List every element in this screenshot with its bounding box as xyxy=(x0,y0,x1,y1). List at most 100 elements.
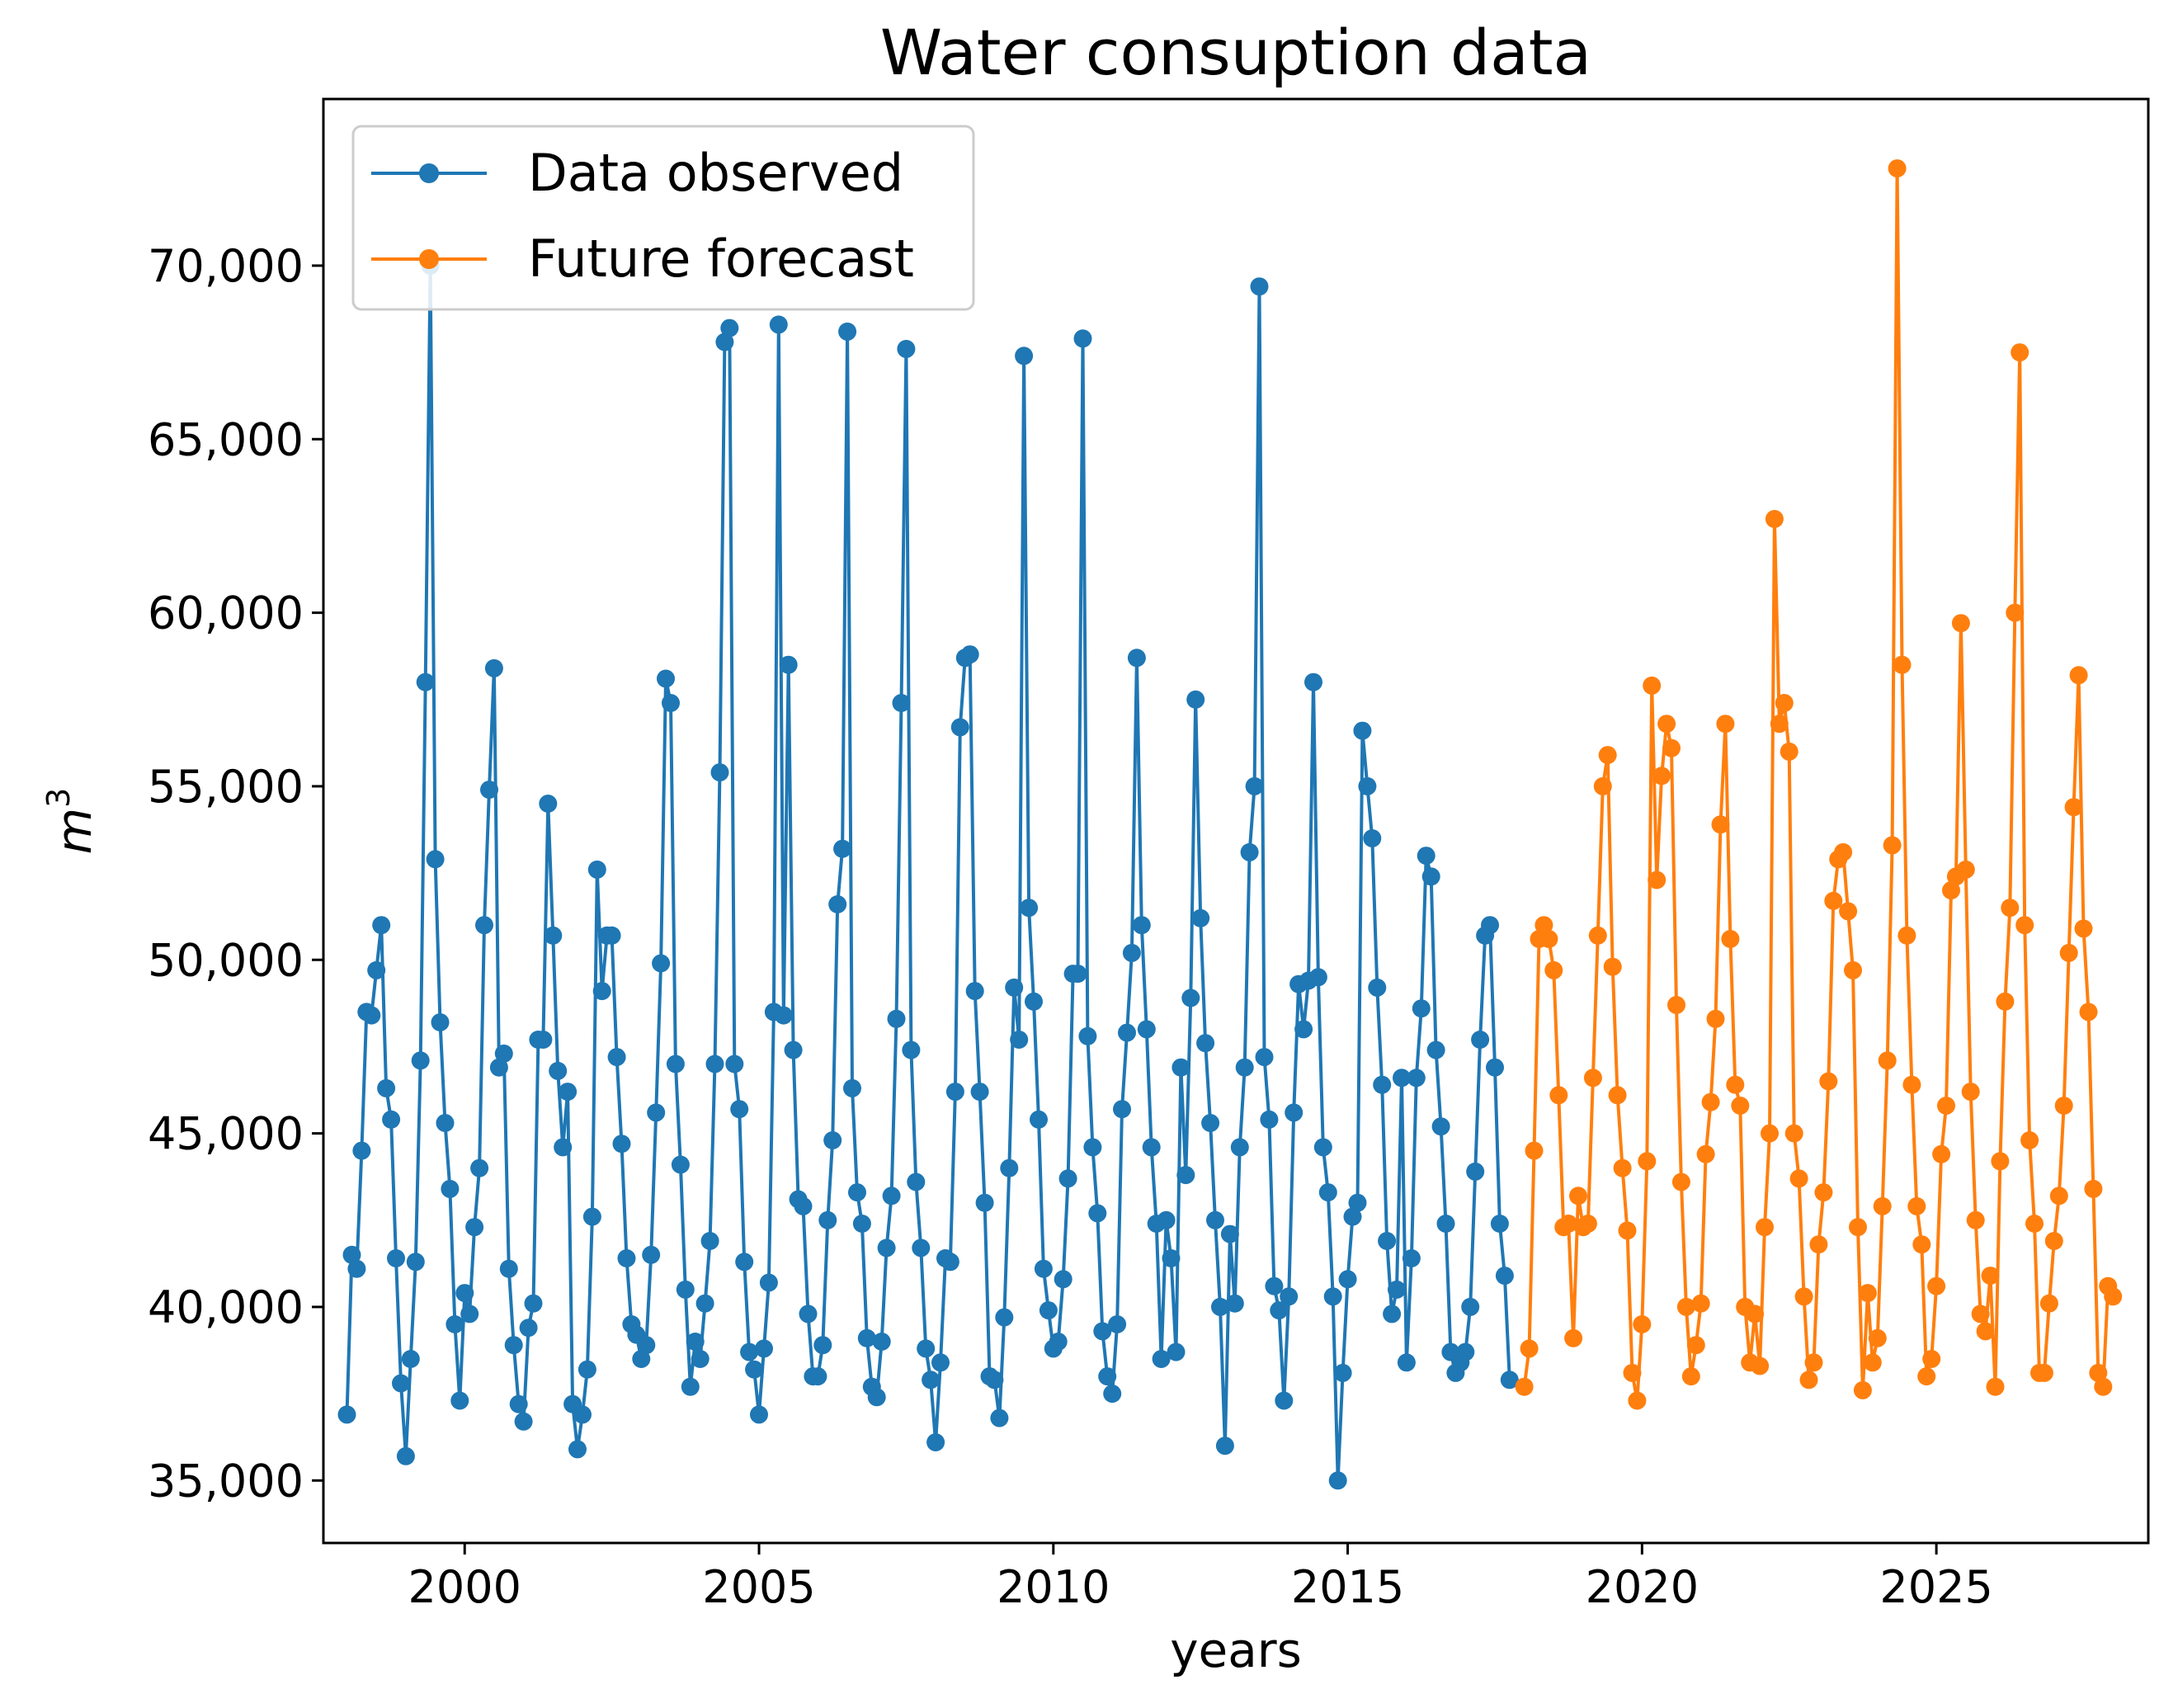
data-point xyxy=(1932,1144,1951,1163)
data-point xyxy=(1333,1363,1352,1382)
data-point xyxy=(1794,1287,1813,1306)
data-point xyxy=(2006,603,2025,622)
data-point xyxy=(1363,829,1382,847)
data-point xyxy=(382,1110,401,1129)
y-tick-label: 55,000 xyxy=(148,761,304,813)
plot-frame xyxy=(322,97,2150,1545)
data-point xyxy=(1628,1391,1647,1410)
data-point xyxy=(1118,1023,1136,1042)
data-point xyxy=(2025,1215,2044,1233)
data-point xyxy=(1746,1305,1765,1323)
data-point xyxy=(1172,1058,1190,1077)
data-point xyxy=(1058,1169,1077,1188)
data-point xyxy=(922,1371,940,1390)
data-point xyxy=(1598,746,1617,765)
data-point xyxy=(1083,1138,1102,1157)
data-point xyxy=(568,1440,587,1459)
data-point xyxy=(1927,1276,1946,1295)
data-point xyxy=(1323,1287,1342,1306)
data-point xyxy=(985,1371,1004,1390)
data-point xyxy=(387,1249,405,1267)
data-point xyxy=(1015,347,1034,366)
data-point xyxy=(1756,1218,1774,1237)
data-point xyxy=(1088,1204,1107,1223)
data-point xyxy=(1976,1322,1995,1341)
data-point xyxy=(1726,1075,1745,1094)
data-point xyxy=(1858,1284,1877,1303)
data-point xyxy=(774,1006,793,1025)
data-point xyxy=(2089,1363,2108,1382)
data-point xyxy=(539,795,558,813)
data-point xyxy=(2039,1294,2058,1313)
chart-title: Water consuption data xyxy=(880,16,1591,89)
data-point xyxy=(1308,968,1327,987)
data-point xyxy=(475,916,493,935)
data-point xyxy=(794,1196,813,1215)
data-point xyxy=(1294,1020,1313,1039)
data-point xyxy=(902,1040,921,1059)
data-point xyxy=(1358,776,1377,795)
data-point xyxy=(1108,1315,1127,1333)
data-point xyxy=(1255,1048,1274,1067)
axis-ticks: 2000 2005 2010 2015 2020 2025 35,000 40,000 45,0… xyxy=(148,240,1993,1613)
data-point xyxy=(470,1158,489,1177)
data-point xyxy=(1230,1138,1249,1157)
data-point xyxy=(509,1394,528,1413)
data-point xyxy=(1991,1152,2010,1171)
data-point xyxy=(617,1249,636,1267)
data-point xyxy=(377,1078,396,1097)
data-point xyxy=(1397,1353,1416,1372)
data-point xyxy=(1731,1097,1750,1115)
data-point xyxy=(1839,902,1858,921)
data-point xyxy=(1049,1333,1068,1351)
data-point xyxy=(1883,836,1902,855)
data-point xyxy=(519,1319,538,1338)
data-point xyxy=(662,694,680,712)
data-point xyxy=(1907,1196,1926,1215)
data-point xyxy=(813,1336,832,1355)
data-point xyxy=(431,1013,450,1031)
data-point xyxy=(1353,721,1372,740)
data-point xyxy=(1770,715,1789,734)
data-point xyxy=(1912,1235,1931,1254)
data-point xyxy=(1240,842,1259,861)
data-point xyxy=(1417,847,1436,866)
data-point xyxy=(1343,1207,1362,1226)
data-point xyxy=(1844,960,1862,979)
data-point xyxy=(1215,1437,1234,1456)
data-point xyxy=(657,669,675,688)
data-point xyxy=(1220,1224,1239,1243)
data-point xyxy=(401,1350,420,1368)
y-tick-label: 40,000 xyxy=(148,1281,304,1333)
data-point xyxy=(1996,992,2015,1011)
data-point xyxy=(1863,1353,1882,1372)
data-point xyxy=(705,1055,724,1073)
data-point xyxy=(582,1207,601,1226)
data-point xyxy=(1000,1158,1019,1177)
data-point xyxy=(1520,1339,1539,1358)
data-point xyxy=(499,1259,518,1278)
data-point xyxy=(642,1245,661,1264)
data-point xyxy=(1466,1162,1485,1181)
data-point xyxy=(1691,1294,1710,1313)
data-point xyxy=(1853,1380,1872,1399)
data-point xyxy=(1157,1210,1176,1229)
data-point xyxy=(612,1135,631,1154)
data-point xyxy=(1578,1215,1597,1233)
data-point xyxy=(1751,1356,1770,1375)
data-point xyxy=(1893,655,1912,674)
data-point xyxy=(2084,1179,2103,1198)
x-tick-label: 2015 xyxy=(1291,1561,1404,1613)
x-tick-label: 2005 xyxy=(702,1561,815,1613)
data-point xyxy=(1525,1141,1544,1160)
data-point xyxy=(1667,996,1685,1014)
data-point xyxy=(907,1172,926,1191)
data-point xyxy=(1068,965,1087,984)
data-point xyxy=(926,1433,945,1451)
data-point xyxy=(715,333,734,352)
data-point xyxy=(1373,1075,1392,1094)
data-point xyxy=(1549,1086,1568,1105)
data-point xyxy=(1686,1336,1705,1355)
data-point xyxy=(828,895,847,913)
